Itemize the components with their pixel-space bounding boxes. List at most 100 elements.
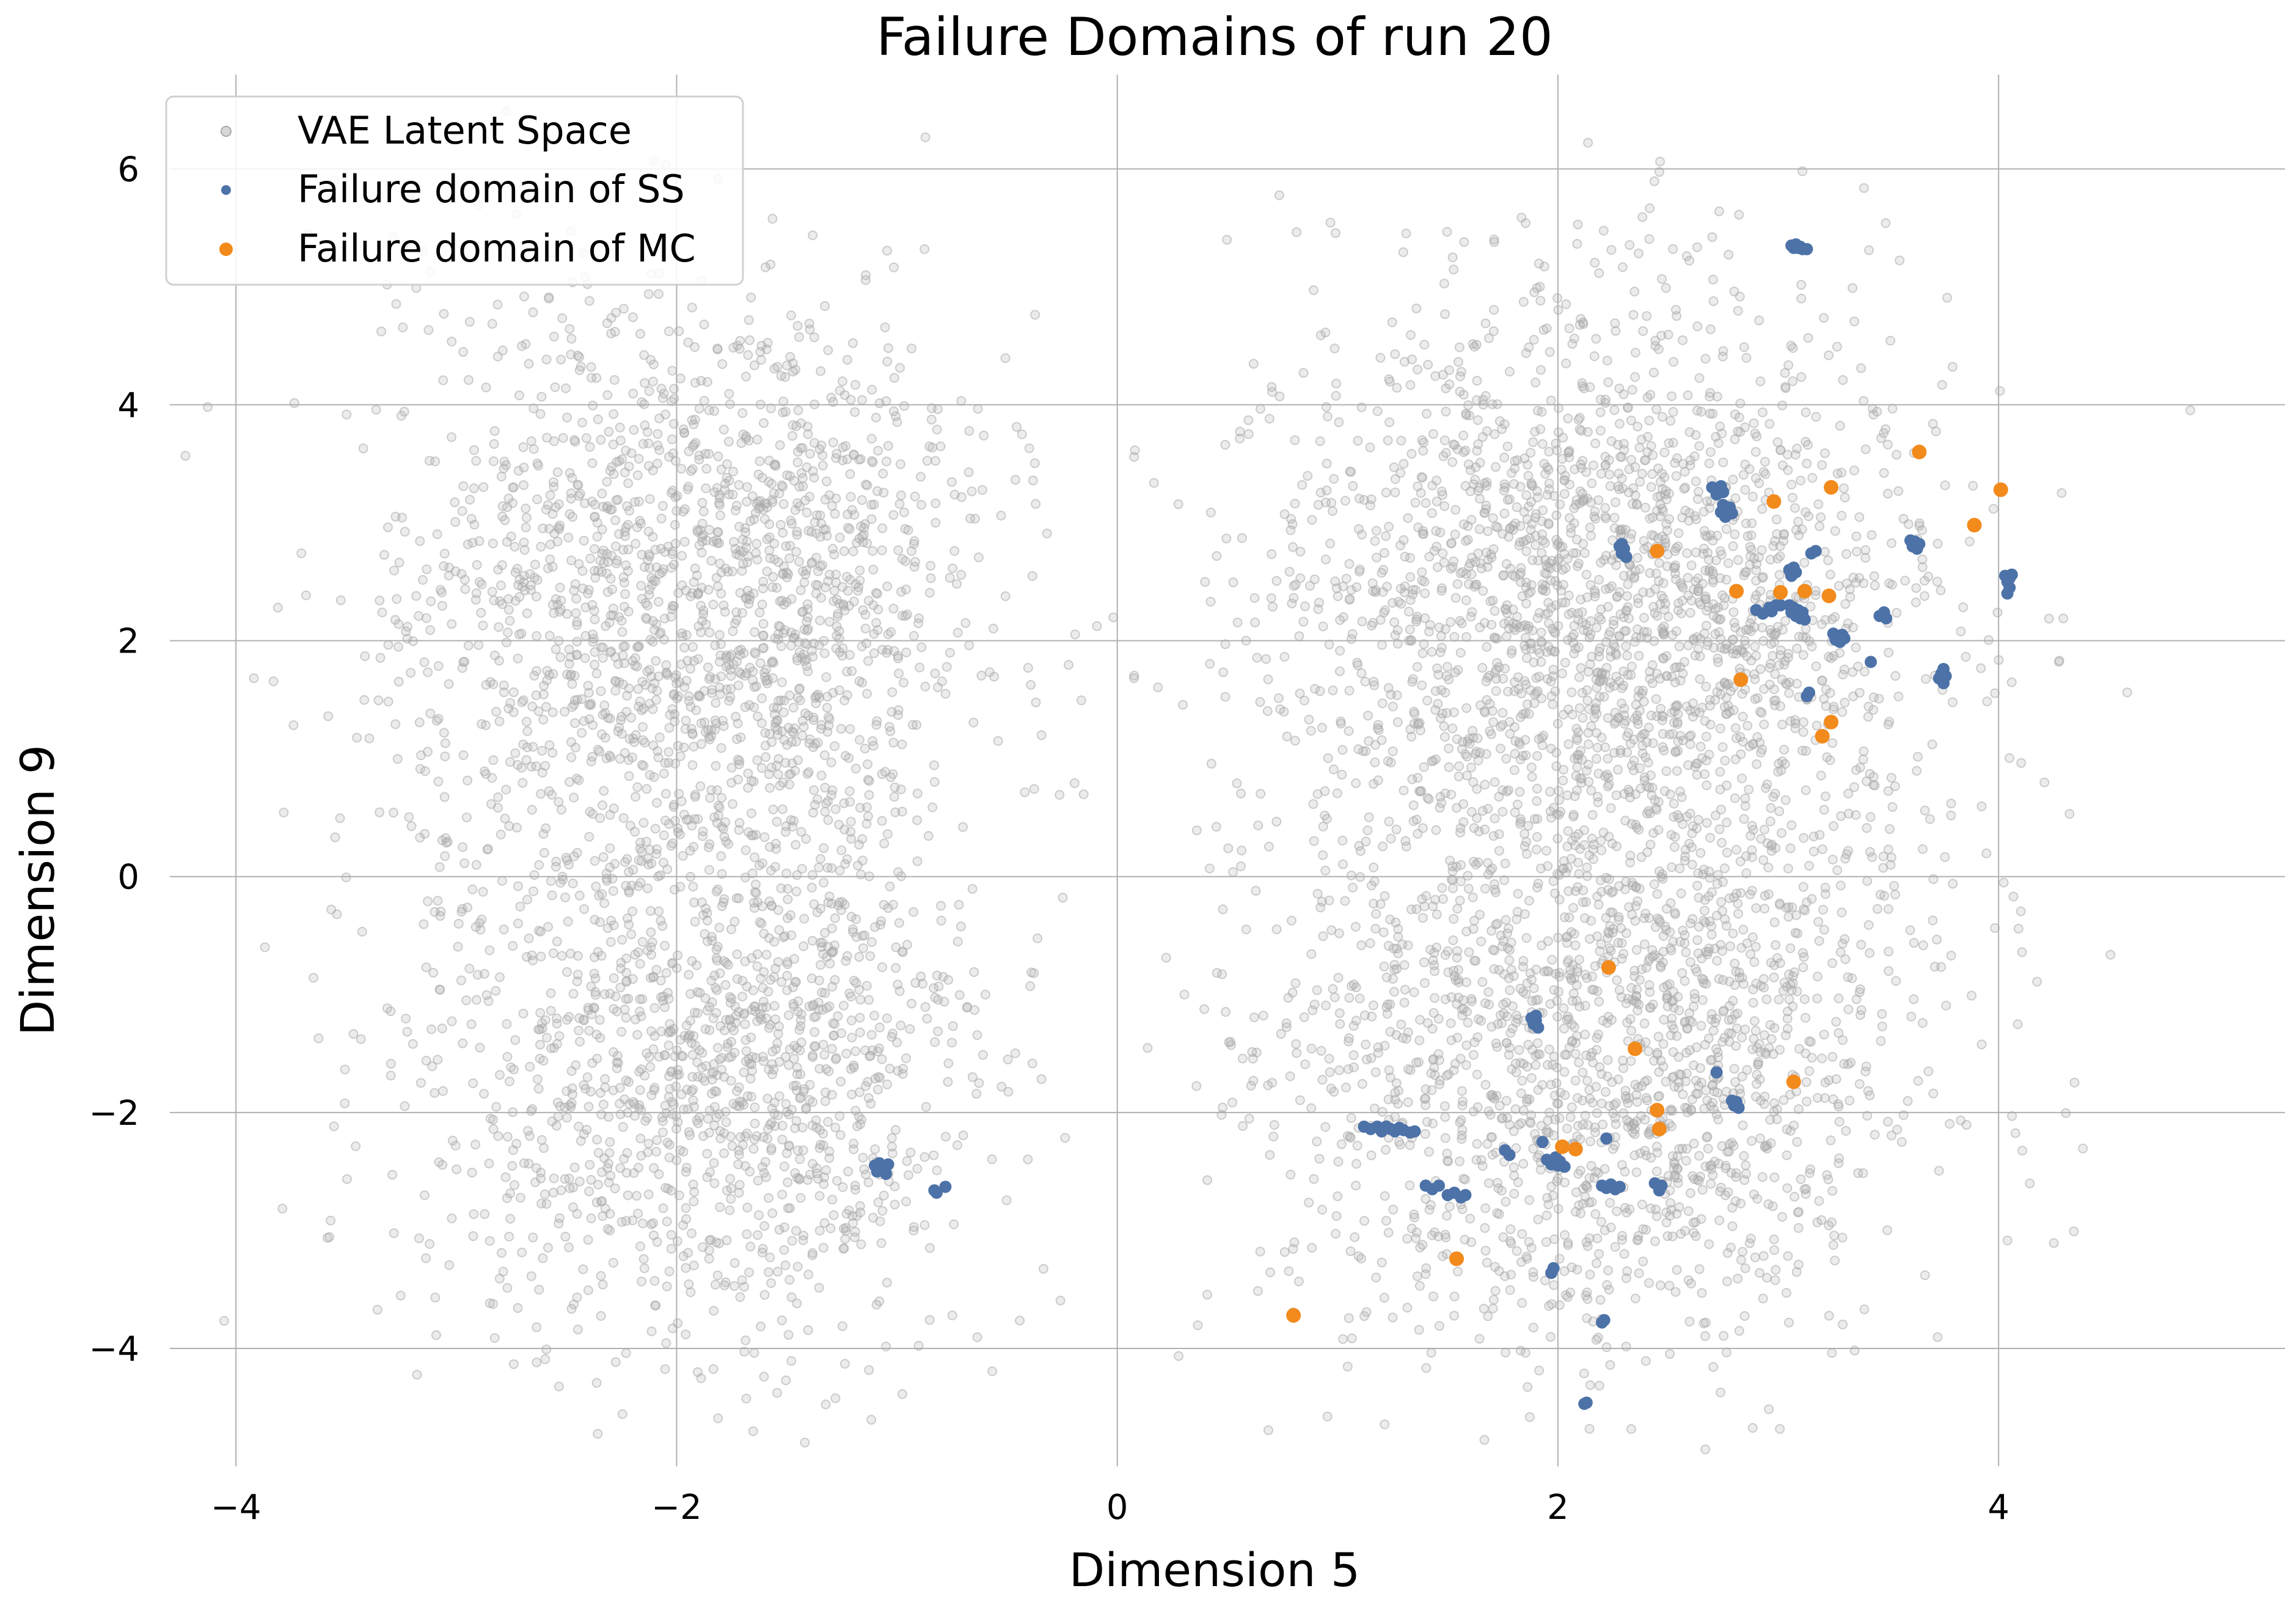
vae-point: [447, 1016, 457, 1026]
vae-point: [1526, 762, 1537, 772]
vae-point: [1027, 571, 1037, 581]
vae-point: [674, 789, 684, 799]
vae-point: [323, 711, 334, 722]
vae-point: [881, 1341, 891, 1351]
vae-point: [867, 384, 877, 395]
vae-point: [1983, 635, 1994, 645]
vae-point: [1508, 521, 1518, 531]
vae-point: [556, 805, 566, 815]
vae-point: [767, 478, 777, 489]
vae-point: [1417, 567, 1427, 577]
vae-point: [743, 768, 753, 778]
vae-point: [434, 862, 445, 872]
vae-point: [609, 469, 619, 480]
vae-point: [494, 622, 504, 632]
vae-point: [688, 1179, 698, 1190]
vae-point: [1564, 513, 1574, 523]
vae-point: [1961, 651, 1971, 662]
vae-point: [698, 605, 709, 616]
vae-point: [519, 463, 529, 473]
vae-point: [799, 1086, 809, 1097]
vae-point: [610, 686, 621, 696]
vae-point: [1384, 816, 1394, 827]
vae-point: [268, 676, 279, 687]
vae-point: [1526, 448, 1536, 458]
vae-point: [1659, 447, 1670, 458]
vae-point: [907, 720, 918, 730]
vae-point: [804, 318, 814, 329]
vae-point: [794, 332, 805, 342]
vae-point: [1482, 642, 1492, 652]
vae-point: [1587, 478, 1597, 489]
vae-point: [524, 1158, 534, 1169]
vae-point: [1328, 506, 1338, 516]
vae-point: [508, 482, 518, 492]
vae-point: [682, 484, 693, 494]
vae-point: [1655, 156, 1665, 167]
vae-point: [669, 419, 679, 429]
vae-point: [478, 887, 488, 897]
vae-point: [571, 608, 581, 618]
vae-point: [491, 706, 502, 717]
vae-point: [609, 920, 619, 931]
vae-point: [1264, 414, 1274, 424]
vae-point: [1563, 739, 1574, 750]
vae-point: [1783, 912, 1794, 922]
vae-point: [504, 1076, 514, 1086]
vae-point: [1369, 779, 1379, 789]
vae-point: [843, 522, 854, 533]
vae-point: [821, 1399, 831, 1410]
vae-point: [1611, 790, 1621, 800]
vae-point: [1591, 334, 1601, 344]
vae-point: [1626, 670, 1636, 680]
vae-point: [1780, 368, 1790, 378]
vae-point: [1356, 402, 1367, 412]
vae-point: [1333, 591, 1343, 601]
vae-point: [1356, 668, 1367, 678]
vae-point: [919, 1152, 930, 1162]
vae-point: [568, 989, 579, 999]
vae-point: [525, 1061, 535, 1072]
vae-point: [838, 1182, 848, 1192]
vae-point: [706, 1235, 716, 1245]
vae-point: [1610, 318, 1620, 329]
vae-point: [667, 434, 678, 444]
vae-point: [309, 973, 319, 983]
vae-point: [664, 326, 674, 337]
vae-point: [459, 858, 470, 868]
vae-point: [705, 671, 715, 682]
vae-point: [836, 1077, 846, 1087]
vae-point: [571, 1060, 581, 1070]
vae-point: [508, 1145, 518, 1155]
vae-point: [716, 671, 726, 681]
vae-point: [608, 886, 618, 896]
vae-point: [577, 417, 587, 428]
vae-point: [675, 751, 686, 761]
vae-point: [582, 1124, 592, 1135]
vae-point: [858, 530, 869, 540]
vae-point: [1622, 747, 1632, 758]
vae-point: [1692, 880, 1703, 891]
vae-point: [598, 502, 609, 512]
vae-point: [521, 503, 531, 514]
vae-point: [372, 1304, 382, 1315]
vae-point: [1598, 225, 1609, 236]
vae-point: [857, 855, 868, 866]
vae-point: [816, 366, 826, 376]
vae-point: [757, 901, 767, 912]
vae-point: [1623, 579, 1633, 590]
vae-point: [771, 844, 781, 854]
vae-point: [539, 1189, 550, 1199]
vae-point: [728, 626, 738, 637]
vae-point: [632, 1030, 643, 1040]
vae-point: [571, 593, 582, 604]
vae-point: [592, 1053, 602, 1064]
vae-point: [897, 554, 907, 564]
vae-point: [572, 617, 582, 627]
vae-point: [1837, 707, 1848, 717]
vae-point: [356, 1034, 366, 1044]
vae-point: [1476, 936, 1486, 946]
vae-point: [532, 1074, 543, 1084]
vae-point: [532, 494, 543, 505]
vae-point: [406, 668, 416, 678]
